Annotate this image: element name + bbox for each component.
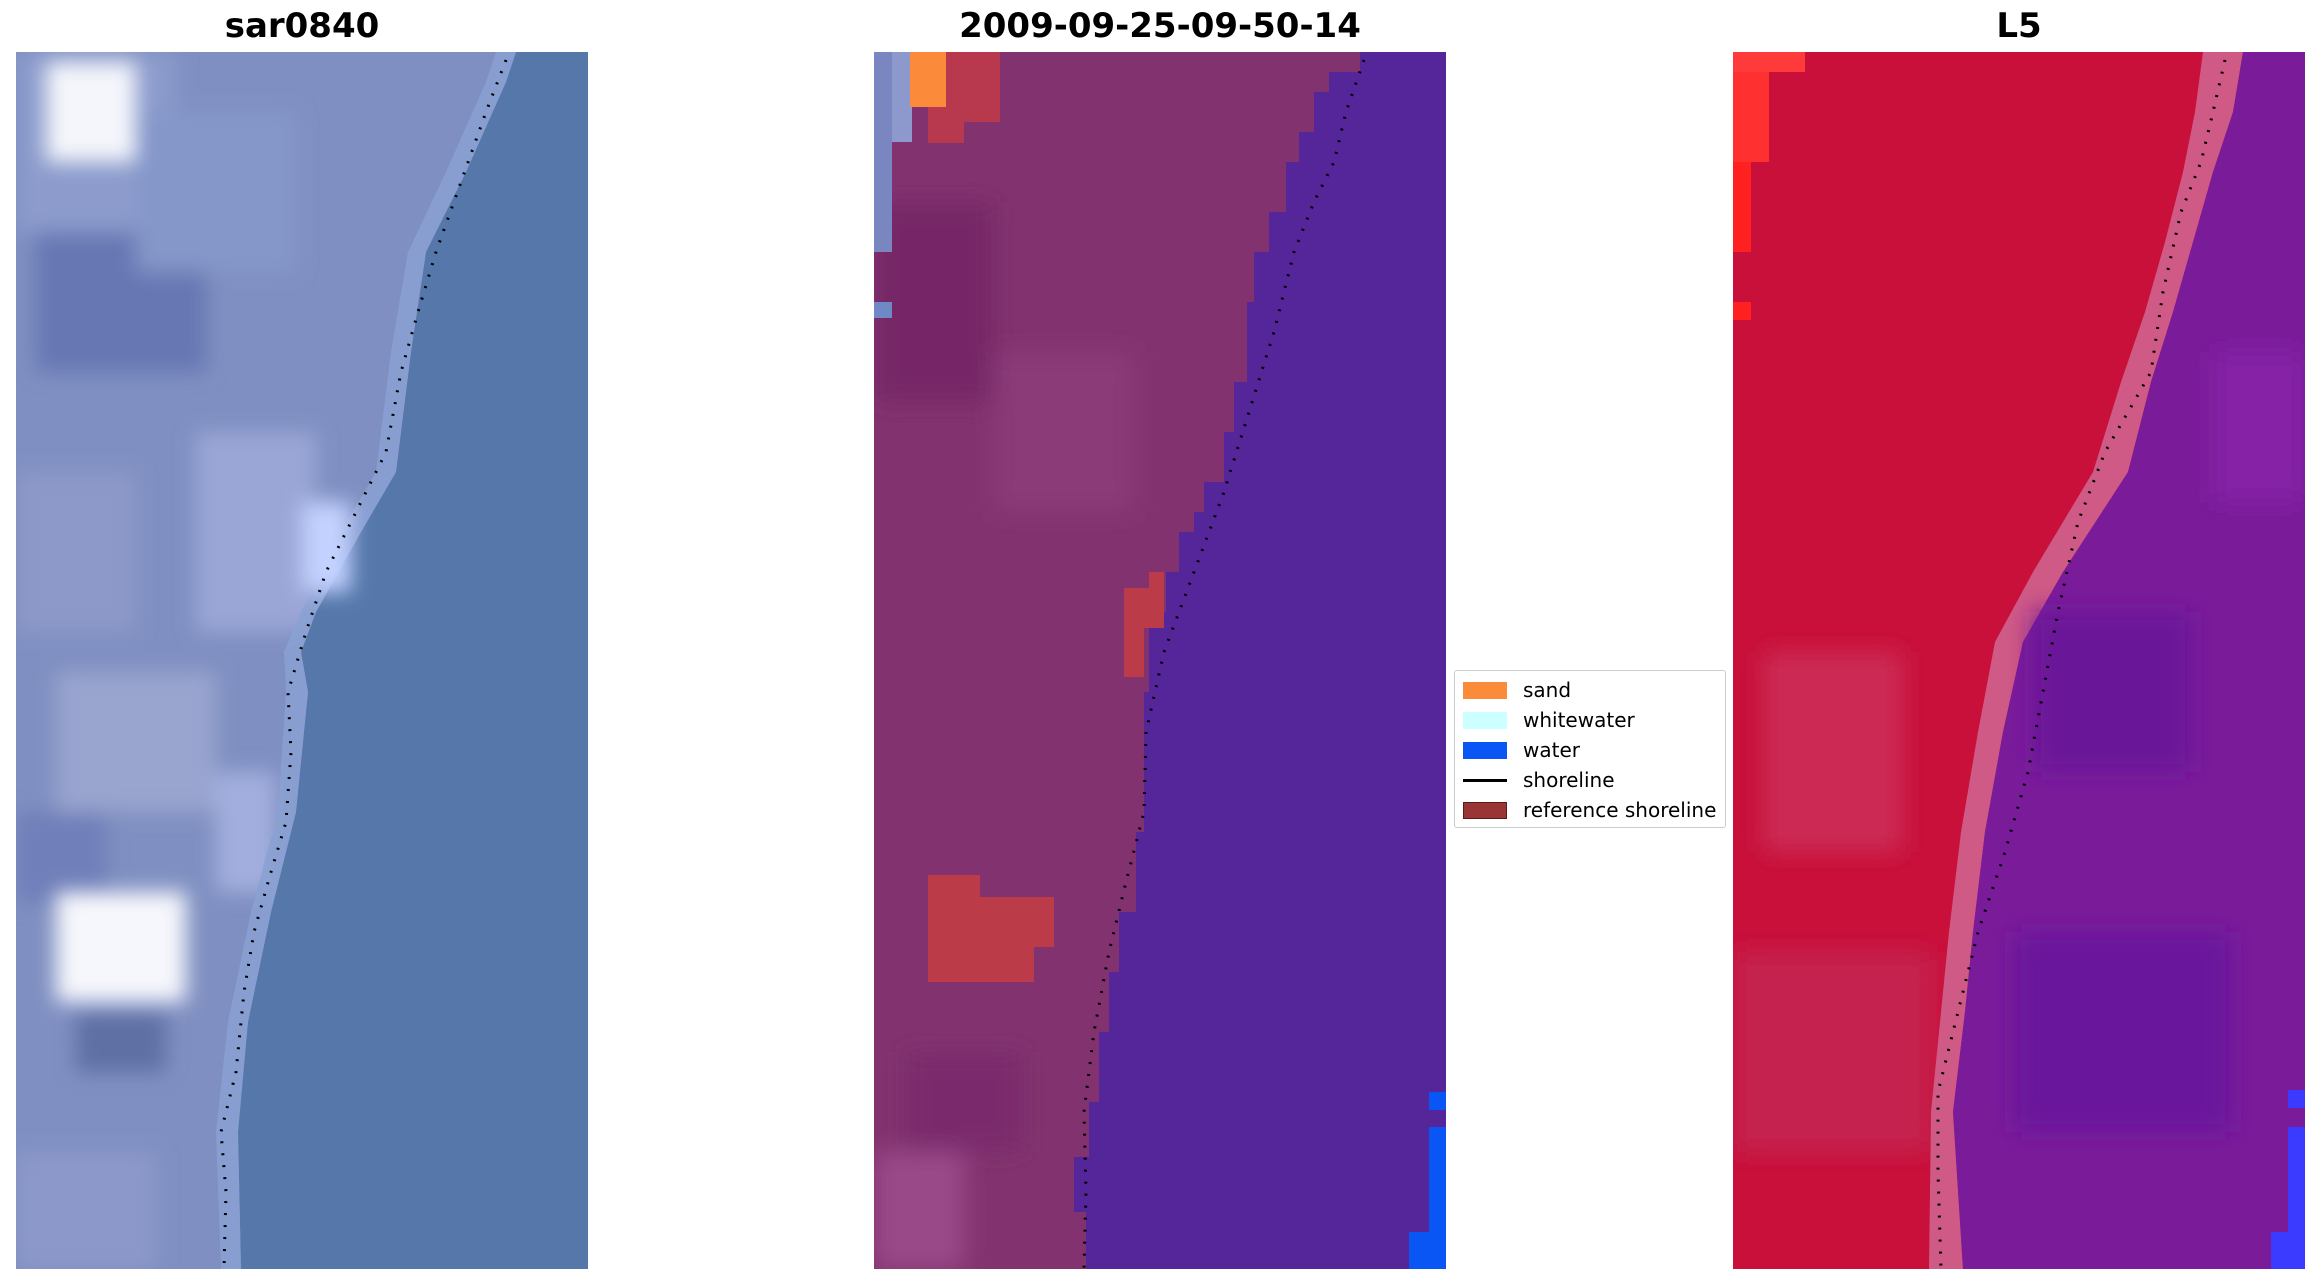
legend-label-reference-shoreline: reference shoreline: [1523, 798, 1717, 822]
panel-title-classified: 2009-09-25-09-50-14: [959, 6, 1361, 46]
legend-label-water: water: [1523, 738, 1580, 762]
whitewater-swatch: [1463, 711, 1507, 729]
legend: sand whitewater water shoreline referenc…: [1454, 670, 1726, 828]
classified-image-panel: [874, 52, 1446, 1269]
rgb-image-panel: [16, 52, 588, 1269]
legend-item-whitewater: whitewater: [1463, 707, 1635, 733]
shoreline-line-swatch: [1463, 778, 1507, 782]
legend-label-shoreline: shoreline: [1523, 768, 1615, 792]
index-image: [1733, 52, 2305, 1269]
legend-item-sand: sand: [1463, 677, 1571, 703]
index-image-panel: [1733, 52, 2305, 1269]
legend-item-shoreline: shoreline: [1463, 767, 1615, 793]
legend-label-sand: sand: [1523, 678, 1572, 702]
reference-shoreline-swatch: [1463, 801, 1507, 819]
legend-item-reference-shoreline: reference shoreline: [1463, 797, 1716, 823]
panel-title-index: L5: [1996, 6, 2042, 46]
water-swatch: [1463, 741, 1507, 759]
legend-label-whitewater: whitewater: [1523, 708, 1635, 732]
classified-image: [874, 52, 1446, 1269]
panel-title-rgb: sar0840: [224, 6, 380, 46]
rgb-image: [16, 52, 588, 1269]
legend-item-water: water: [1463, 737, 1580, 763]
sand-swatch: [1463, 681, 1507, 699]
